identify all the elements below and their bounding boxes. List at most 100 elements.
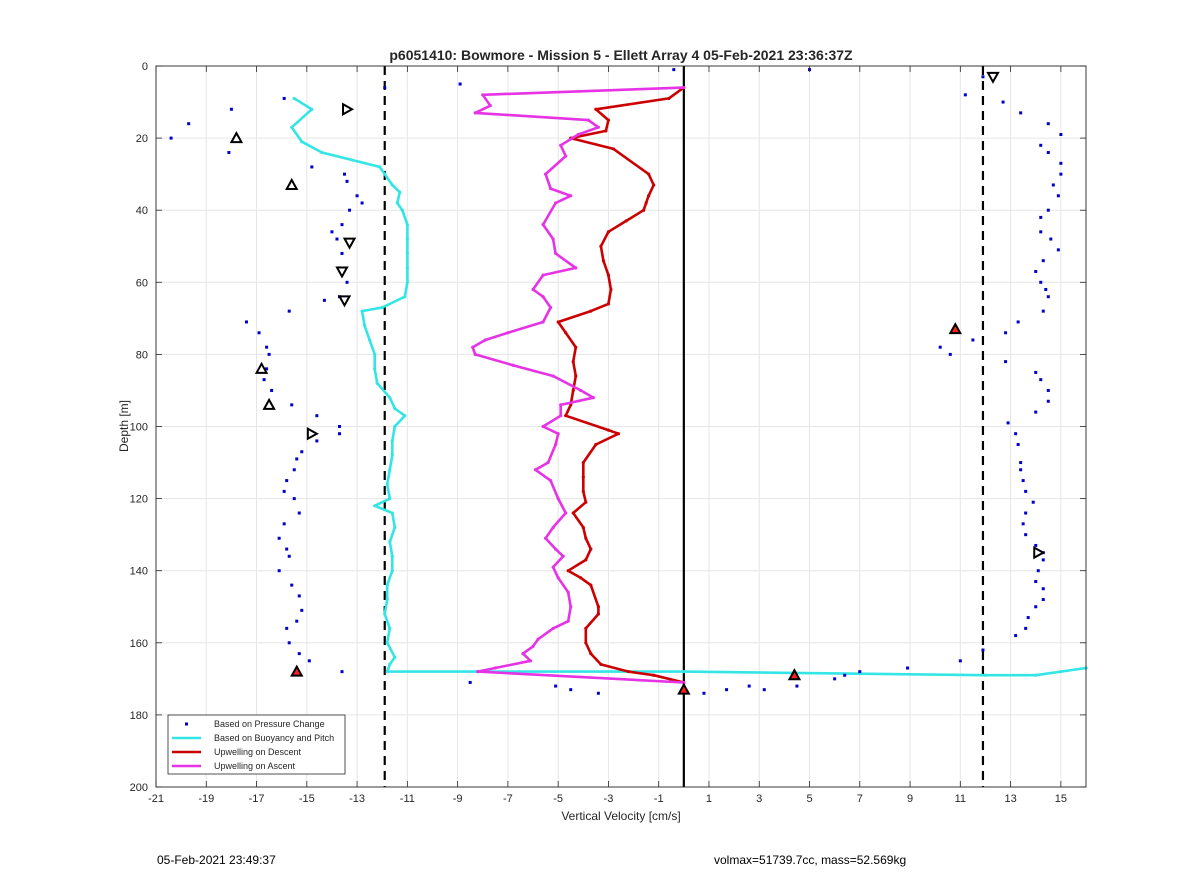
series-vertex xyxy=(556,432,560,436)
series-vertex xyxy=(405,223,409,227)
series-vertex xyxy=(473,111,477,115)
series-vertex xyxy=(551,525,555,530)
series-4 xyxy=(229,71,1046,695)
series-vertex xyxy=(611,147,616,151)
pressure-point xyxy=(747,684,751,688)
axes-box xyxy=(155,65,1087,788)
series-vertex xyxy=(554,442,558,447)
series-line xyxy=(556,86,685,684)
pressure-point xyxy=(282,96,286,100)
pressure-point xyxy=(1004,331,1008,335)
triangle-marker xyxy=(337,295,352,308)
pressure-point xyxy=(1039,230,1043,234)
series-vertex xyxy=(586,118,590,122)
pressure-point xyxy=(345,179,349,183)
series-vertex xyxy=(584,536,588,540)
pressure-point xyxy=(1026,616,1030,620)
series-vertex xyxy=(405,280,409,284)
pressure-point xyxy=(938,345,942,349)
pressure-point xyxy=(300,450,304,454)
pressure-point xyxy=(335,237,339,241)
series-vertex xyxy=(390,439,394,443)
legend-label: Based on Pressure Change xyxy=(214,719,325,729)
series-vertex xyxy=(599,244,603,248)
pressure-point xyxy=(948,352,952,356)
pressure-point xyxy=(287,309,291,313)
pressure-point xyxy=(330,230,334,234)
footer-timestamp: 05-Feb-2021 23:49:37 xyxy=(157,853,276,867)
pressure-point xyxy=(282,522,286,526)
series-vertex xyxy=(388,626,392,630)
series-vertex xyxy=(290,125,294,129)
pressure-point xyxy=(337,432,341,436)
pressure-point xyxy=(340,670,344,674)
pressure-point xyxy=(315,414,319,418)
series-vertex xyxy=(1059,670,1063,674)
pressure-point xyxy=(1039,143,1043,147)
series-vertex xyxy=(606,230,611,234)
series-vertex xyxy=(378,165,382,169)
series-vertex xyxy=(300,140,304,144)
pressure-point xyxy=(1024,626,1028,630)
pressure-point xyxy=(265,345,269,349)
pressure-point xyxy=(1019,111,1023,115)
series-vertex xyxy=(647,172,651,176)
pressure-point xyxy=(762,688,766,692)
pressure-point xyxy=(285,547,289,551)
pressure-point xyxy=(169,136,173,140)
pressure-point xyxy=(1059,161,1063,165)
series-vertex xyxy=(574,374,578,378)
series-1 xyxy=(290,96,1088,677)
pressure-point xyxy=(1046,388,1050,392)
series-vertex xyxy=(571,511,575,515)
series-vertex xyxy=(682,680,686,685)
pressure-point xyxy=(833,677,837,681)
pressure-point xyxy=(1006,421,1010,425)
series-vertex xyxy=(388,396,392,400)
pressure-point xyxy=(257,331,261,335)
x-tick-label: 5 xyxy=(806,793,812,805)
pressure-point xyxy=(1004,360,1008,364)
series-vertex xyxy=(589,583,593,587)
series-vertex xyxy=(594,107,598,111)
pressure-point xyxy=(1034,410,1038,414)
pressure-point xyxy=(297,652,301,656)
y-tick-label: 0 xyxy=(142,61,148,73)
x-tick-label: -11 xyxy=(400,793,415,805)
pressure-point xyxy=(345,280,349,284)
series-vertex xyxy=(549,186,553,191)
tick-labels: -21 -19 -17 -15 -13 -11 -9 -7 -5 -3 -1 1 3 5 7 9 11 13 150… xyxy=(130,61,1067,805)
triangle-marker xyxy=(285,177,299,190)
pressure-point xyxy=(1041,259,1045,263)
series-vertex xyxy=(403,295,407,299)
series-vertex xyxy=(383,172,387,176)
pressure-point xyxy=(340,251,344,255)
pressure-point xyxy=(1034,605,1038,609)
series-vertex xyxy=(556,497,560,501)
series-vertex xyxy=(1034,673,1038,677)
pressure-point xyxy=(1024,533,1028,537)
pressure-point xyxy=(315,439,319,443)
pressure-point xyxy=(307,659,311,663)
series-vertex xyxy=(292,96,296,101)
pressure-point xyxy=(1019,461,1023,465)
x-tick-label: -7 xyxy=(503,793,513,805)
series-vertex xyxy=(569,194,573,198)
pressure-point xyxy=(1051,183,1055,187)
series-vertex xyxy=(606,273,611,277)
pressure-point xyxy=(1039,215,1043,219)
series-vertex xyxy=(554,547,558,551)
pressure-point xyxy=(1016,320,1020,324)
pressure-point xyxy=(267,352,271,356)
pressure-point xyxy=(468,680,472,684)
series-vertex xyxy=(546,460,550,465)
triangle-marker xyxy=(262,397,276,410)
x-tick-label: -3 xyxy=(604,793,614,805)
series-vertex xyxy=(549,305,553,310)
pressure-point xyxy=(906,666,910,670)
series-vertex xyxy=(373,504,377,508)
pressure-point xyxy=(297,594,301,598)
series-vertex xyxy=(606,302,611,306)
x-tick-label: -5 xyxy=(553,793,563,805)
series-vertex xyxy=(596,612,600,616)
